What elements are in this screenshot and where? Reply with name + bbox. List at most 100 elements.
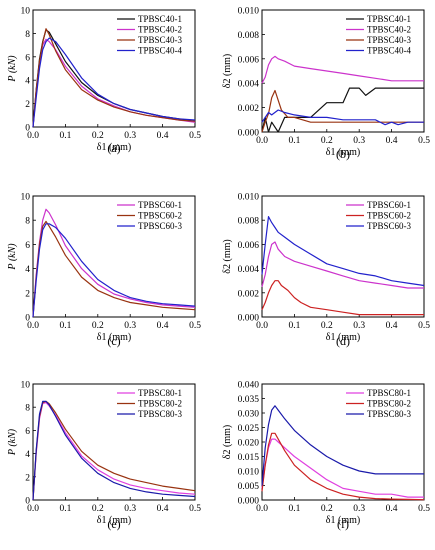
y-tick-label: 0.030	[238, 410, 260, 420]
x-tick-label: 0.3	[353, 504, 365, 514]
x-tick-label: 0.1	[288, 504, 300, 514]
y-tick-label: 8	[25, 217, 30, 227]
y-tick-label: 0.010	[238, 193, 260, 203]
y-tick-label: 0	[25, 124, 30, 134]
x-tick-label: 0.4	[386, 504, 398, 514]
y-tick-label: 0.000	[238, 497, 260, 507]
x-tick-label: 0.3	[124, 321, 136, 331]
x-axis-label: δ1 (mm)	[326, 332, 360, 343]
y-tick-label: 0	[25, 314, 30, 324]
chart-panel-1: 0.0 0.1 0.2 0.3 0.4 0.5 0 2 4 6 8 10 δ1 (mm) P (kN) TP…	[7, 7, 201, 156]
x-tick-label: 0.0	[256, 504, 268, 514]
x-tick-label: 0.3	[124, 131, 136, 141]
y-tick-label: 0.008	[238, 31, 260, 41]
y-tick-label: 10	[21, 193, 31, 203]
chart-panel-4: 0.0 0.1 0.2 0.3 0.4 0.5 0.000 0.002 0.004 0.006 0.…	[222, 193, 430, 349]
y-tick-label: 10	[21, 7, 31, 17]
y-tick-label: 0.005	[238, 482, 260, 492]
plot-frame	[32, 383, 196, 501]
y-tick-label: 8	[25, 404, 30, 414]
x-tick-label: 0.1	[59, 504, 71, 514]
series-line-tpbsc80-3	[261, 405, 424, 486]
chart-panel-5: 0.0 0.1 0.2 0.3 0.4 0.5 0 2 4 6 8 10 δ1 (mm) P (kN) TP…	[7, 381, 201, 532]
series-line-tpbsc40-1	[261, 87, 424, 133]
y-tick-label: 0.015	[238, 453, 260, 463]
panel-label: (c)	[107, 334, 120, 348]
y-tick-label: 0.002	[238, 104, 260, 114]
x-tick-label: 0.2	[321, 136, 333, 146]
y-tick-label: 0.010	[238, 468, 260, 478]
series-line-tpbsc40-2	[261, 55, 424, 84]
y-tick-label: 0.004	[238, 265, 260, 275]
x-tick-label: 0.1	[59, 131, 71, 141]
legend-label: TPBSC40-1	[138, 14, 182, 24]
x-axis-label: δ1 (mm)	[97, 515, 131, 526]
y-tick-label: 0.035	[238, 395, 260, 405]
y-tick-label: 0.006	[238, 241, 260, 251]
y-tick-label: 4	[25, 265, 30, 275]
plot-frame	[32, 195, 196, 318]
x-tick-label: 0.1	[288, 136, 300, 146]
panel-label: (e)	[107, 517, 120, 531]
legend-label: TPBSC60-3	[138, 221, 183, 231]
y-tick-label: 0.002	[238, 289, 260, 299]
legend-label: TPBSC40-4	[367, 46, 412, 56]
legend-label: TPBSC80-2	[138, 399, 182, 409]
x-tick-label: 0.3	[353, 321, 365, 331]
x-tick-label: 0.5	[189, 131, 201, 141]
panel-label: (f)	[337, 517, 349, 531]
x-tick-label: 0.2	[92, 321, 104, 331]
y-tick-label: 4	[25, 77, 30, 87]
legend-label: TPBSC80-1	[138, 388, 182, 398]
y-tick-label: 2	[25, 289, 30, 299]
legend-label: TPBSC40-4	[138, 46, 183, 56]
x-axis-label: δ1 (mm)	[97, 332, 131, 343]
series-line-tpbsc60-3	[32, 223, 196, 318]
y-tick-label: 6	[25, 427, 30, 437]
legend-label: TPBSC60-2	[138, 211, 182, 221]
y-tick-label: 2	[25, 473, 30, 483]
series-line-tpbsc60-2	[261, 280, 424, 316]
legend-label: TPBSC80-2	[367, 399, 411, 409]
plot-frame	[32, 9, 196, 128]
legend-label: TPBSC60-1	[138, 200, 182, 210]
y-tick-label: 6	[25, 241, 30, 251]
x-tick-label: 0.1	[59, 321, 71, 331]
legend-label: TPBSC40-1	[367, 14, 411, 24]
x-tick-label: 0.5	[189, 321, 201, 331]
series-line-tpbsc80-1	[261, 438, 424, 498]
y-axis-label: P (kN)	[7, 243, 18, 271]
x-tick-label: 0.0	[27, 321, 39, 331]
legend-label: TPBSC80-3	[367, 409, 412, 419]
series-line-tpbsc80-2	[261, 432, 425, 501]
legend-label: TPBSC60-1	[367, 200, 411, 210]
chart-panel-6: 0.0 0.1 0.2 0.3 0.4 0.5 0.000 0.005 0.010 0.015 0.…	[222, 381, 430, 532]
y-tick-label: 10	[21, 381, 31, 391]
series-line-tpbsc60-1	[32, 208, 196, 318]
legend-label: TPBSC40-3	[367, 35, 412, 45]
series-line-tpbsc40-3	[32, 28, 196, 128]
x-tick-label: 0.5	[418, 504, 430, 514]
x-axis-label: δ1 (mm)	[97, 142, 131, 153]
chart-panel-2: 0.0 0.1 0.2 0.3 0.4 0.5 0.000 0.002 0.004 0.006 0.…	[222, 7, 430, 162]
series-line-tpbsc60-3	[261, 216, 425, 287]
legend-label: TPBSC40-2	[138, 25, 182, 35]
y-axis-label: δ2 (mm)	[222, 239, 233, 273]
series-line-tpbsc40-4	[261, 109, 424, 126]
x-tick-label: 0.3	[353, 136, 365, 146]
x-tick-label: 0.1	[288, 321, 300, 331]
series-line-tpbsc40-4	[32, 37, 196, 128]
y-tick-label: 0.020	[238, 439, 260, 449]
x-axis-label: δ1 (mm)	[326, 147, 360, 158]
x-tick-label: 0.4	[157, 504, 169, 514]
x-tick-label: 0.4	[157, 131, 169, 141]
y-tick-label: 0.040	[238, 381, 260, 391]
series-line-tpbsc80-3	[32, 400, 196, 501]
x-tick-label: 0.5	[189, 504, 201, 514]
y-tick-label: 0.008	[238, 217, 260, 227]
series-line-tpbsc60-2	[32, 220, 196, 318]
plot-frame	[261, 9, 425, 133]
x-tick-label: 0.0	[256, 136, 268, 146]
x-tick-label: 0.2	[92, 131, 104, 141]
